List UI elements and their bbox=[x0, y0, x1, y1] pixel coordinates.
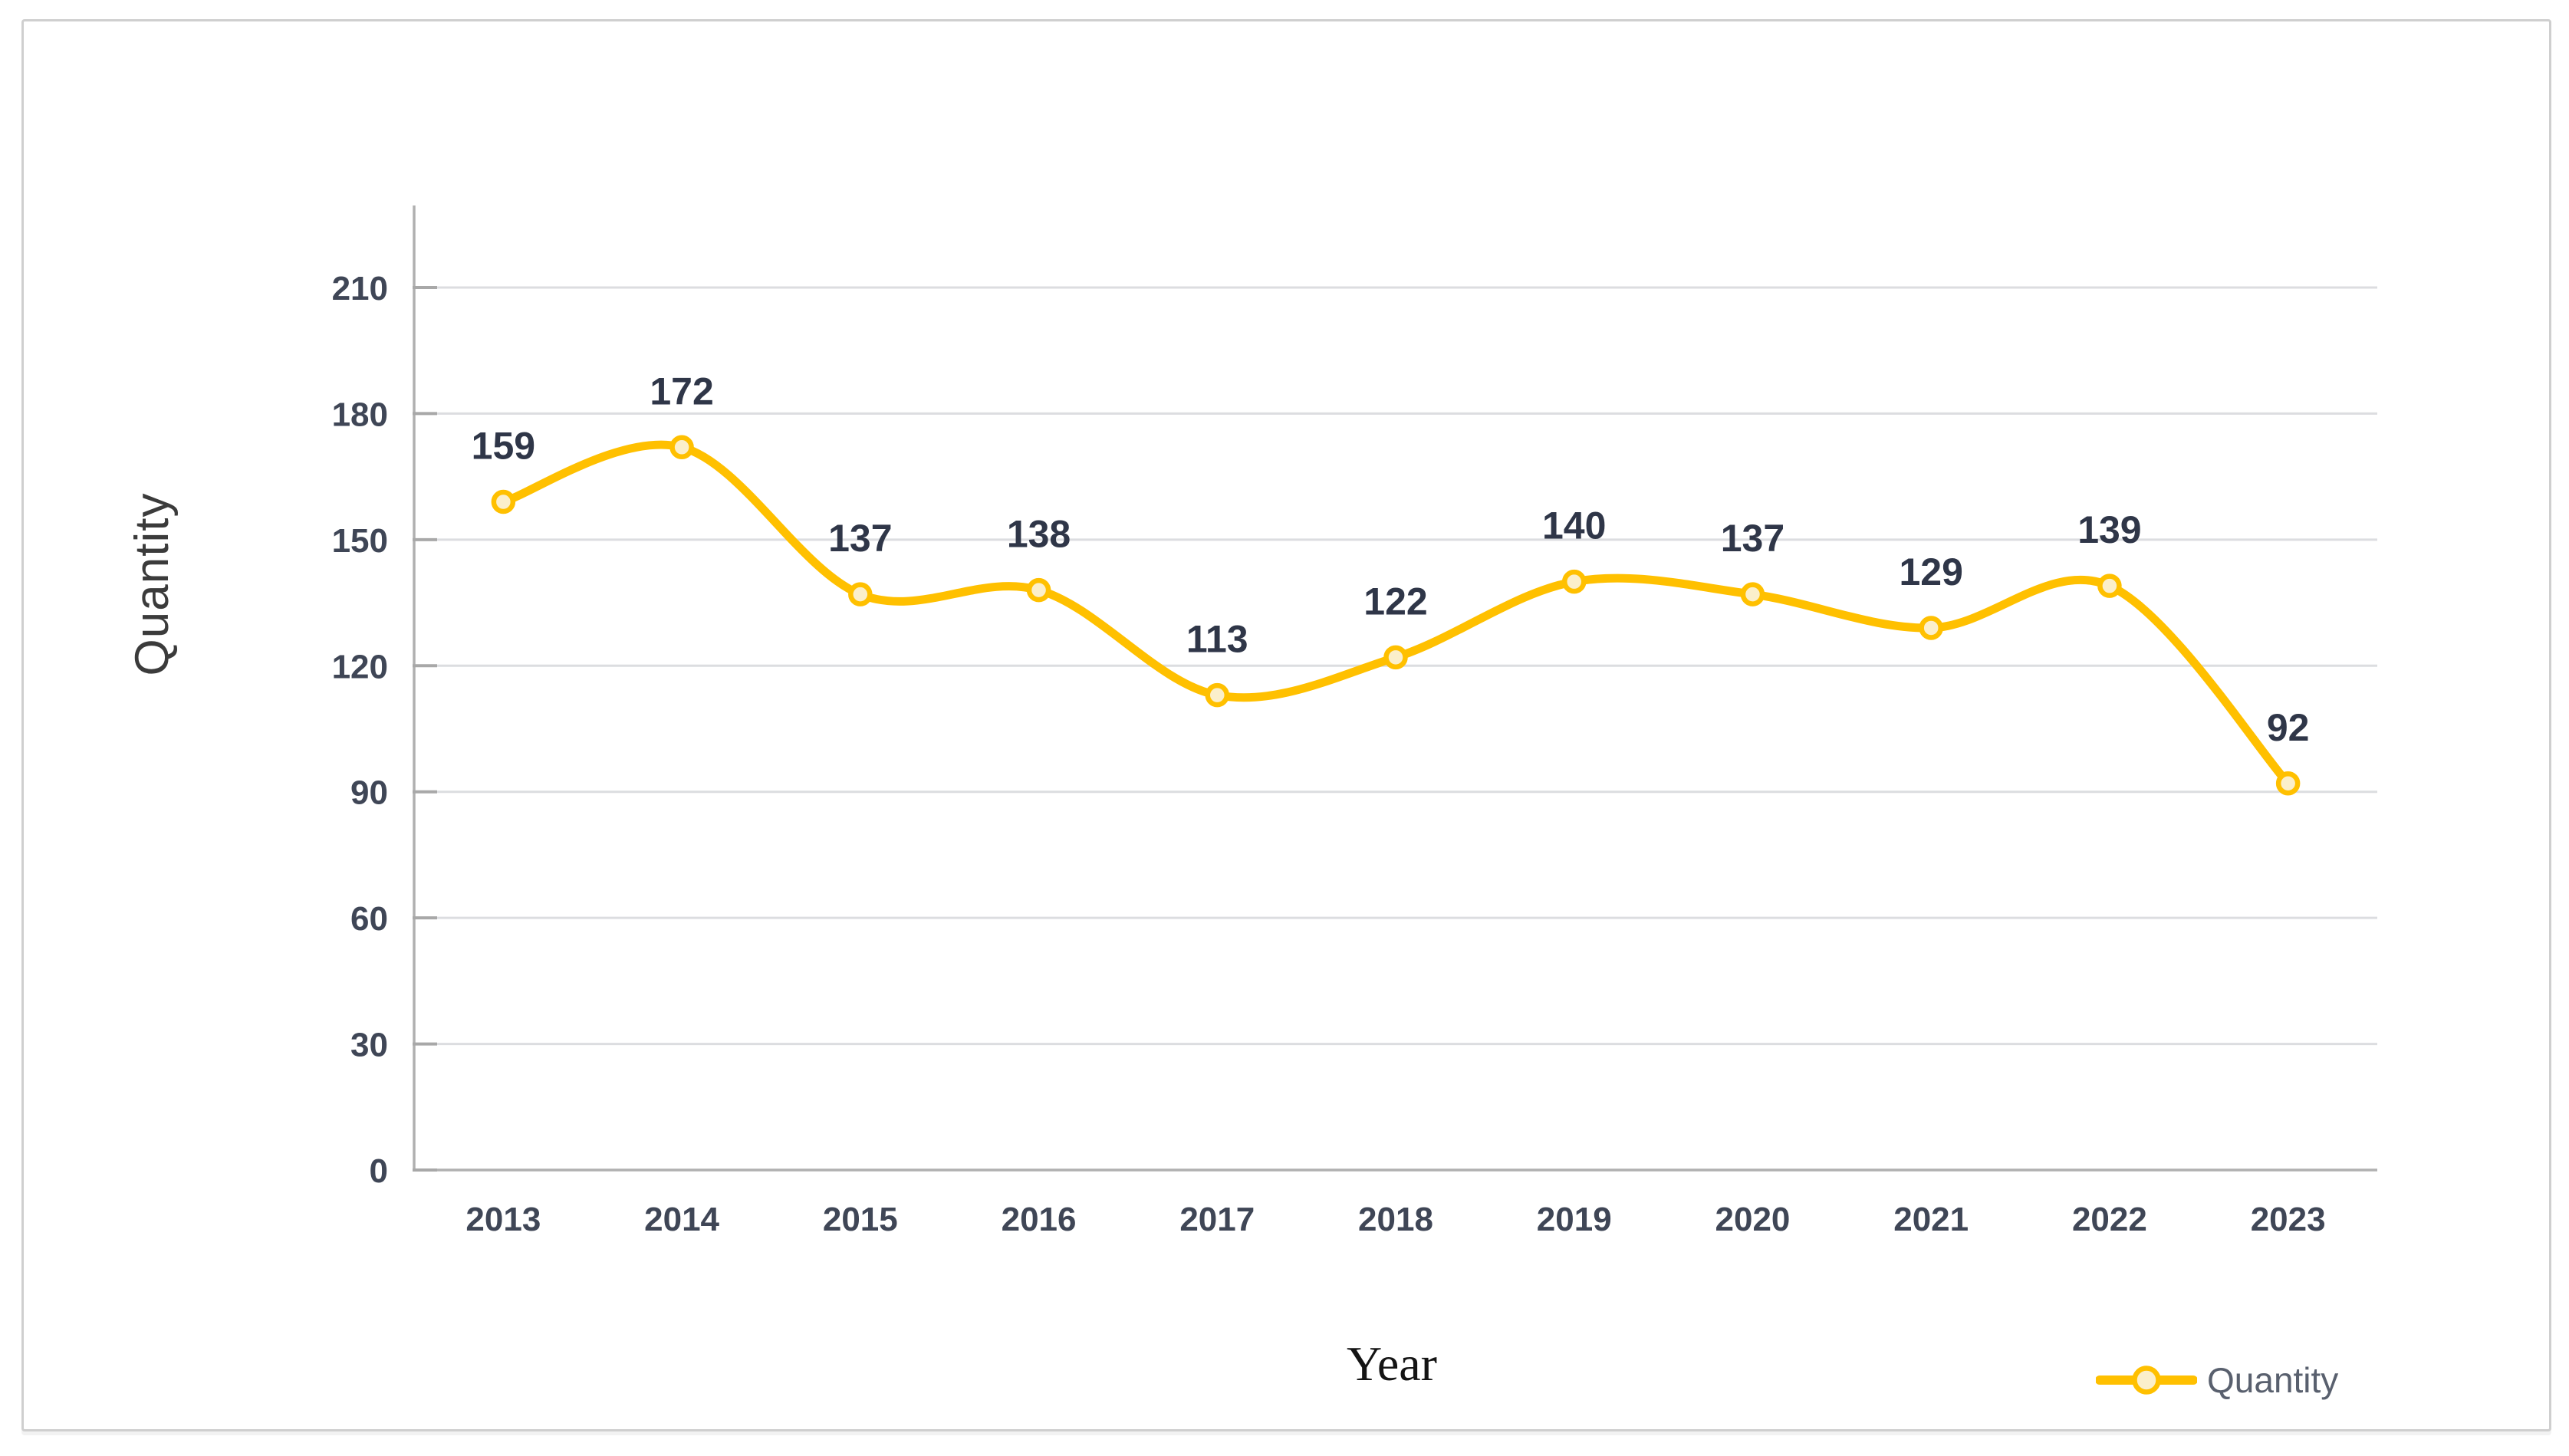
data-point-marker bbox=[2097, 574, 2122, 598]
data-point-marker bbox=[1026, 577, 1051, 603]
data-label: 122 bbox=[1363, 580, 1427, 623]
x-tick-label: 2016 bbox=[1002, 1201, 1077, 1238]
x-tick-label: 2014 bbox=[644, 1201, 719, 1238]
data-point-marker bbox=[848, 582, 873, 606]
x-tick-label: 2020 bbox=[1715, 1201, 1791, 1238]
data-label: 139 bbox=[2077, 508, 2141, 551]
legend-label: Quantity bbox=[2207, 1360, 2339, 1400]
data-point-marker bbox=[669, 435, 694, 460]
data-point-marker bbox=[2275, 771, 2301, 796]
y-tick-label: 0 bbox=[370, 1152, 388, 1190]
x-tick-label: 2022 bbox=[2072, 1201, 2147, 1238]
y-tick-label: 60 bbox=[350, 900, 388, 938]
y-tick-label: 30 bbox=[350, 1027, 388, 1064]
legend: Quantity bbox=[2096, 1352, 2338, 1408]
data-label: 140 bbox=[1542, 505, 1606, 547]
y-tick-label: 180 bbox=[332, 396, 388, 433]
data-label: 137 bbox=[1721, 517, 1784, 560]
y-tick-label: 150 bbox=[332, 522, 388, 560]
data-label: 172 bbox=[650, 370, 713, 412]
x-tick-label: 2018 bbox=[1358, 1201, 1433, 1238]
x-tick-label: 2019 bbox=[1537, 1201, 1612, 1238]
x-tick-label: 2013 bbox=[465, 1201, 541, 1238]
data-label: 159 bbox=[472, 425, 535, 468]
data-point-marker bbox=[1561, 569, 1587, 594]
legend-line-marker-icon bbox=[2096, 1366, 2197, 1395]
x-axis-title: Year bbox=[1347, 1336, 1437, 1391]
data-label: 137 bbox=[828, 517, 892, 560]
data-label: 113 bbox=[1186, 618, 1248, 661]
x-tick-label: 2021 bbox=[1893, 1201, 1969, 1238]
y-tick-label: 120 bbox=[332, 648, 388, 685]
data-label: 129 bbox=[1899, 551, 1962, 593]
chart-card bbox=[21, 19, 2551, 1431]
data-point-marker bbox=[1740, 582, 1765, 606]
x-tick-label: 2023 bbox=[2251, 1201, 2326, 1238]
y-axis-title: Quantity bbox=[125, 492, 179, 676]
data-point-marker bbox=[1919, 616, 1943, 640]
y-tick-label: 90 bbox=[350, 774, 388, 812]
data-label: 92 bbox=[2267, 706, 2310, 749]
data-label: 138 bbox=[1007, 513, 1071, 556]
data-point-marker bbox=[1383, 645, 1408, 670]
data-point-marker bbox=[491, 489, 516, 514]
x-tick-label: 2017 bbox=[1179, 1201, 1255, 1238]
y-tick-label: 210 bbox=[332, 270, 388, 307]
data-point-marker bbox=[1205, 682, 1230, 708]
x-tick-label: 2015 bbox=[823, 1201, 898, 1238]
